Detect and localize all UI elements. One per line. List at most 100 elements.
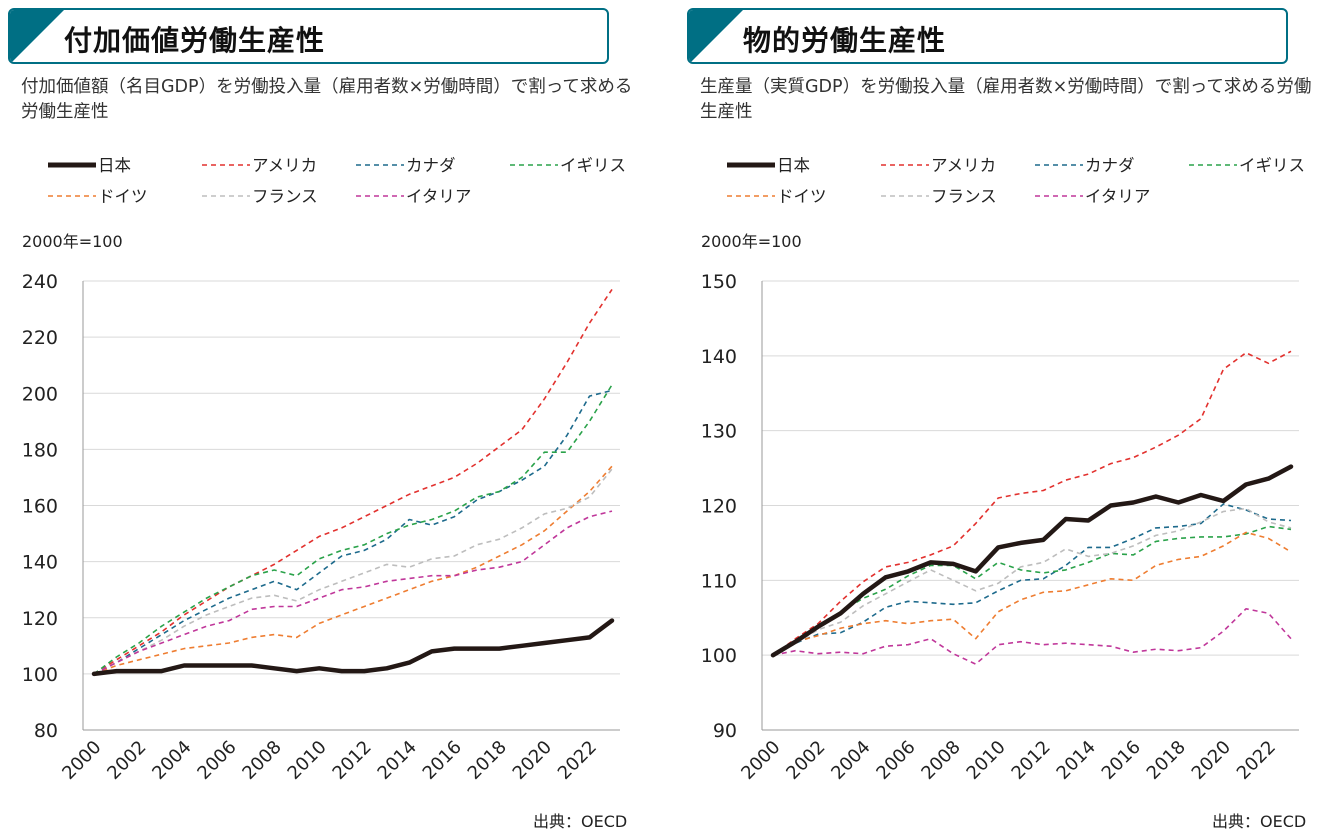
y-tick-label: 180	[22, 439, 58, 461]
x-tick-label: 2014	[374, 737, 421, 784]
x-tick-label: 2008	[238, 737, 285, 784]
y-tick-label: 240	[22, 271, 58, 293]
y-axis-unit-label: 2000年=100	[22, 232, 123, 251]
source-note: 出典：OECD	[533, 812, 628, 831]
chart-title: 物的労働生産性	[743, 24, 947, 57]
series-line-イタリア	[772, 607, 1292, 665]
legend-label: カナダ	[406, 156, 456, 175]
y-tick-label: 150	[701, 271, 737, 293]
y-tick-label: 140	[701, 346, 737, 368]
legend-item: 日本	[727, 156, 810, 175]
x-tick-label: 2004	[148, 737, 195, 784]
legend-item: イタリア	[356, 187, 471, 206]
legend-item: ドイツ	[727, 187, 827, 206]
series-lines	[770, 350, 1294, 665]
y-tick-label: 80	[34, 720, 58, 742]
legend-label: イギリス	[1239, 156, 1305, 175]
x-tick-label: 2006	[193, 737, 240, 784]
legend-item: カナダ	[356, 156, 456, 175]
y-tick-label: 120	[22, 608, 58, 630]
legend-item: ドイツ	[48, 187, 148, 206]
y-tick-label: 140	[22, 552, 58, 574]
x-tick-label: 2004	[827, 737, 874, 784]
legend-label: 日本	[777, 156, 810, 175]
chart-title: 付加価値労働生産性	[64, 24, 326, 57]
x-tick-label: 2002	[782, 737, 829, 784]
series-line-イギリス	[772, 525, 1292, 656]
x-tick-label: 2022	[1233, 737, 1280, 784]
x-tick-label: 2022	[554, 737, 601, 784]
x-tick-label: 2010	[284, 737, 331, 784]
chart-subtitle: 付加価値額（名目GDP）を労働投入量（雇用者数×労働時間）で割って求める労働生産…	[21, 77, 633, 122]
legend-label: アメリカ	[252, 156, 317, 175]
series-line-カナダ	[93, 389, 613, 675]
legend-label: アメリカ	[931, 156, 996, 175]
legend-label: ドイツ	[98, 187, 148, 206]
x-tick-label: 2018	[1143, 737, 1190, 784]
x-tick-label: 2006	[872, 737, 919, 784]
legend-label: イギリス	[560, 156, 626, 175]
legend-item: 日本	[48, 156, 131, 175]
series-line-アメリカ	[93, 288, 613, 675]
legend-label: フランス	[931, 187, 997, 206]
legend-item: アメリカ	[202, 156, 317, 175]
x-tick-label: 2020	[1188, 737, 1235, 784]
title-accent-triangle	[10, 10, 64, 62]
legend-label: フランス	[252, 187, 318, 206]
legend-item: イタリア	[1035, 187, 1150, 206]
x-tick-label: 2020	[509, 737, 556, 784]
series-line-アメリカ	[772, 350, 1292, 656]
legend-item: フランス	[881, 187, 997, 206]
x-tick-label: 2010	[963, 737, 1010, 784]
series-line-ドイツ	[93, 465, 613, 675]
y-axis-unit-label: 2000年=100	[701, 232, 802, 251]
y-tick-label: 220	[22, 327, 58, 349]
gridlines	[83, 280, 620, 675]
legend-label: イタリア	[406, 187, 471, 206]
x-tick-label: 2012	[329, 737, 376, 784]
series-line-イギリス	[93, 384, 613, 675]
legend-item: イギリス	[1189, 156, 1305, 175]
y-tick-label: 130	[701, 421, 737, 443]
right-chart-panel: 物的労働生産性 生産量（実質GDP）を労働投入量（雇用者数×労働時間）で割って求…	[679, 0, 1338, 839]
chart-subtitle: 生産量（実質GDP）を労働投入量（雇用者数×労働時間）で割って求める労働生産性	[700, 77, 1312, 122]
y-tick-label: 100	[701, 645, 737, 667]
legend-label: ドイツ	[777, 187, 827, 206]
legend-item: フランス	[202, 187, 318, 206]
left-chart-panel: 付加価値労働生産性 付加価値額（名目GDP）を労働投入量（雇用者数×労働時間）で…	[8, 8, 633, 831]
series-line-イタリア	[93, 510, 613, 675]
legend-item: カナダ	[1035, 156, 1135, 175]
legend-label: イタリア	[1085, 187, 1150, 206]
series-line-ドイツ	[772, 531, 1292, 656]
x-tick-label: 2002	[103, 737, 150, 784]
x-tick-label: 2016	[419, 737, 466, 784]
y-tick-label: 200	[22, 383, 58, 405]
x-tick-label: 2014	[1053, 737, 1100, 784]
x-tick-label: 2012	[1008, 737, 1055, 784]
x-tick-label: 2016	[1098, 737, 1145, 784]
legend-label: カナダ	[1085, 156, 1135, 175]
series-lines	[91, 288, 615, 677]
legend-label: 日本	[98, 156, 131, 175]
x-tick-label: 2000	[58, 737, 105, 784]
chart-title-box: 物的労働生産性	[687, 8, 1288, 64]
title-accent-triangle	[689, 10, 743, 62]
legend-item: イギリス	[510, 156, 626, 175]
source-note: 出典：OECD	[1212, 812, 1307, 831]
x-tick-label: 2018	[464, 737, 511, 784]
x-tick-label: 2008	[917, 737, 964, 784]
legend-item: アメリカ	[881, 156, 996, 175]
y-tick-label: 160	[22, 496, 58, 518]
series-line-フランス	[772, 507, 1292, 656]
y-tick-label: 100	[22, 664, 58, 686]
y-tick-label: 110	[701, 570, 737, 592]
series-line-フランス	[93, 468, 613, 675]
series-line-日本	[91, 618, 615, 677]
gridlines	[762, 280, 1299, 656]
x-tick-label: 2000	[737, 737, 784, 784]
series-line-カナダ	[772, 503, 1292, 656]
